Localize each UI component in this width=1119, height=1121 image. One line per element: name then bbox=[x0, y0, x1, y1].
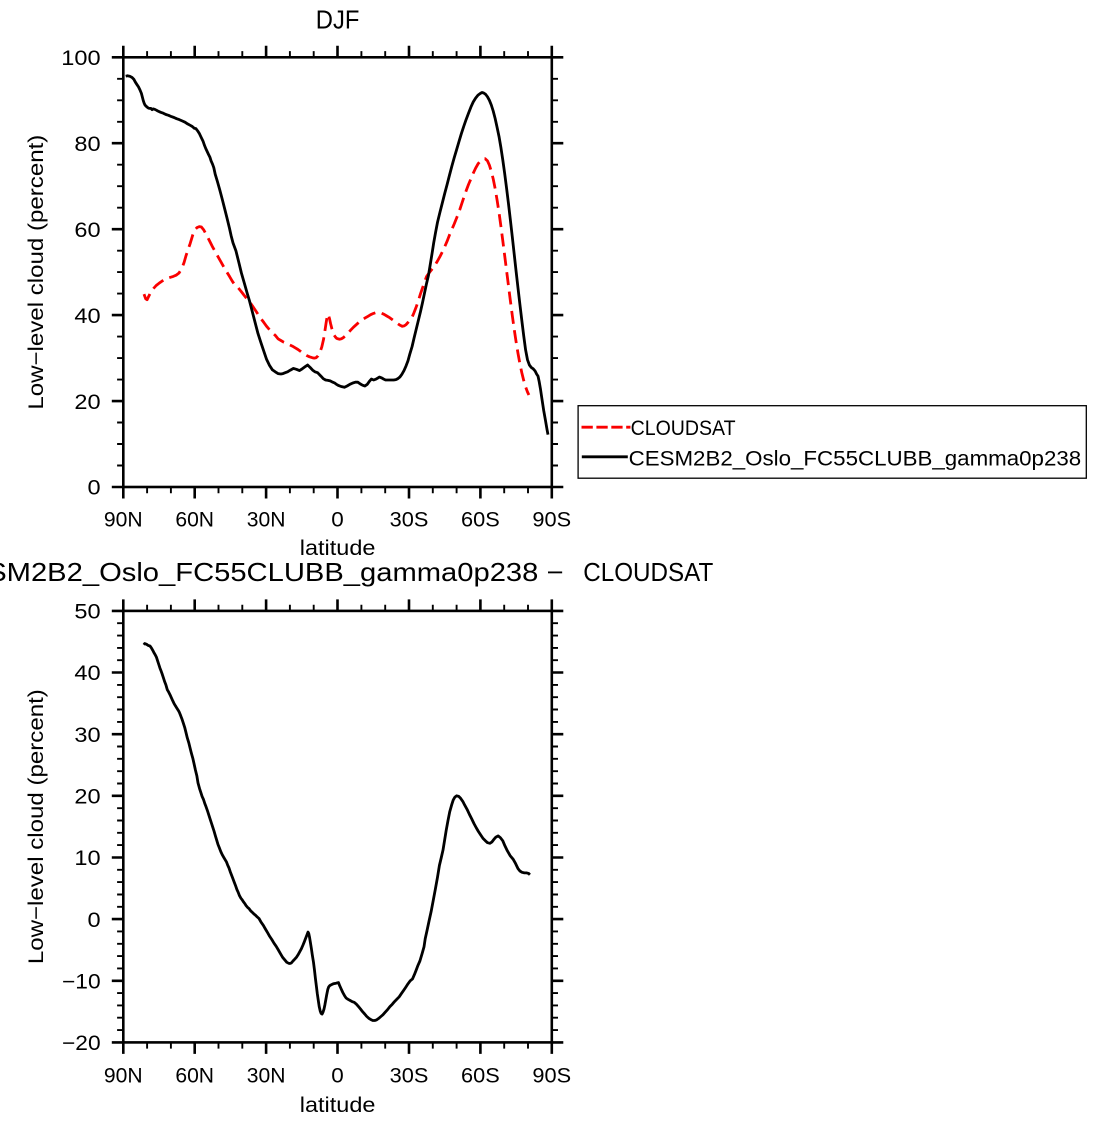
svg-text:latitude: latitude bbox=[300, 537, 376, 560]
svg-text:20: 20 bbox=[74, 786, 100, 809]
svg-text:CLOUDSAT: CLOUDSAT bbox=[583, 557, 713, 587]
svg-text:CESM2B2_Oslo_FC55CLUBB_gamma0p: CESM2B2_Oslo_FC55CLUBB_gamma0p238 bbox=[629, 448, 1082, 471]
svg-text:0: 0 bbox=[331, 509, 344, 532]
svg-text:80: 80 bbox=[74, 133, 100, 156]
svg-text:DJF: DJF bbox=[316, 5, 360, 35]
svg-text:30N: 30N bbox=[247, 1065, 286, 1088]
svg-text:−10: −10 bbox=[62, 971, 101, 994]
svg-text:90N: 90N bbox=[104, 509, 143, 532]
svg-text:0: 0 bbox=[331, 1065, 344, 1088]
svg-text:50: 50 bbox=[74, 601, 100, 624]
svg-text:40: 40 bbox=[74, 662, 100, 685]
svg-text:30N: 30N bbox=[247, 509, 286, 532]
svg-text:20: 20 bbox=[74, 391, 100, 414]
svg-text:40: 40 bbox=[74, 305, 100, 328]
svg-text:CLOUDSAT: CLOUDSAT bbox=[631, 417, 736, 440]
svg-text:90S: 90S bbox=[532, 509, 571, 532]
svg-text:30: 30 bbox=[74, 724, 100, 747]
svg-text:90N: 90N bbox=[104, 1065, 143, 1088]
svg-text:100: 100 bbox=[61, 47, 100, 70]
svg-text:60: 60 bbox=[74, 219, 100, 242]
svg-text:60N: 60N bbox=[175, 1065, 214, 1088]
svg-text:10: 10 bbox=[74, 847, 100, 870]
svg-text:60S: 60S bbox=[461, 1065, 500, 1088]
svg-text:30S: 30S bbox=[390, 509, 429, 532]
svg-text:latitude: latitude bbox=[300, 1094, 376, 1117]
svg-text:Low−level cloud (percent): Low−level cloud (percent) bbox=[25, 135, 48, 410]
svg-text:60N: 60N bbox=[175, 509, 214, 532]
svg-text:Low−level cloud (percent): Low−level cloud (percent) bbox=[25, 689, 48, 964]
svg-text:30S: 30S bbox=[390, 1065, 429, 1088]
svg-text:CESM2B2_Oslo_FC55CLUBB_gamma0p: CESM2B2_Oslo_FC55CLUBB_gamma0p238 − bbox=[0, 557, 563, 587]
svg-text:−20: −20 bbox=[62, 1032, 101, 1055]
svg-text:90S: 90S bbox=[532, 1065, 571, 1088]
svg-text:60S: 60S bbox=[461, 509, 500, 532]
svg-text:0: 0 bbox=[88, 477, 101, 500]
svg-text:0: 0 bbox=[88, 909, 101, 932]
